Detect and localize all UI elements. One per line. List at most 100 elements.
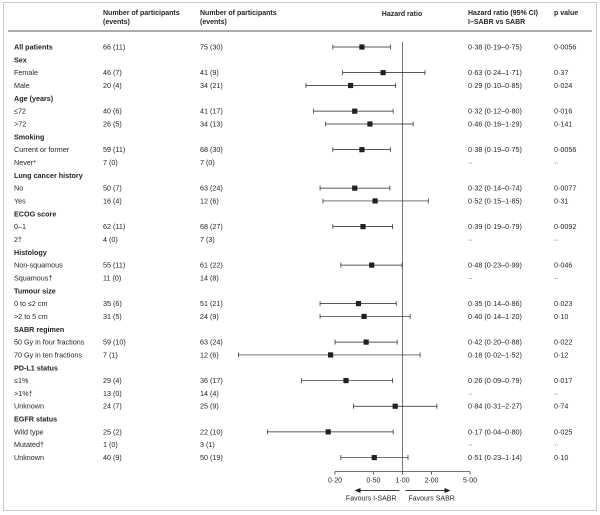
group-row: Smoking bbox=[14, 132, 44, 141]
hr-ci-text: ·· bbox=[468, 158, 473, 167]
hr-ci-text: 0·42 (0·20–0·88) bbox=[468, 338, 522, 347]
i-sabr-count: 25 (2) bbox=[103, 427, 122, 436]
hr-ci-text: 0·17 (0·04–0·80) bbox=[468, 427, 522, 436]
data-row: >72 26 (5) 34 (13) 0·46 (0·16–1·29) 0·141 bbox=[14, 119, 572, 128]
favours-right-label: Favours SABR bbox=[409, 496, 455, 503]
i-sabr-count: 4 (0) bbox=[103, 235, 118, 244]
group-label: Sex bbox=[14, 55, 27, 64]
sabr-count: 34 (13) bbox=[200, 119, 223, 128]
group-row: Histology bbox=[14, 248, 47, 257]
hr-point bbox=[367, 121, 373, 127]
sabr-count: 63 (24) bbox=[200, 184, 223, 193]
data-row: No 50 (7) 63 (24) 0·32 (0·14–0·74) 0·0077 bbox=[14, 184, 576, 193]
hr-ci-text: ·· bbox=[468, 440, 473, 449]
sabr-count: 75 (30) bbox=[200, 43, 223, 52]
x-tick-label: 0·50 bbox=[366, 478, 380, 485]
col-header-p: p value bbox=[554, 10, 578, 17]
row-label: Non-squamous bbox=[14, 261, 63, 270]
row-label: >2 to 5 cm bbox=[14, 312, 48, 321]
sabr-count: 41 (17) bbox=[200, 107, 223, 116]
i-sabr-count: 55 (11) bbox=[103, 261, 125, 270]
col-header-hr-line1: Hazard ratio (95% CI) bbox=[468, 10, 538, 17]
row-label: Unknown bbox=[14, 453, 44, 462]
p-value: 0·022 bbox=[554, 338, 572, 347]
group-row: EGFR status bbox=[14, 415, 57, 424]
sabr-count: 24 (9) bbox=[200, 312, 219, 321]
group-label: Age (years) bbox=[14, 94, 54, 103]
group-row: SABR regimen bbox=[14, 325, 64, 334]
row-label: Yes bbox=[14, 196, 26, 205]
col-header-plot: Hazard ratio bbox=[382, 11, 422, 18]
i-sabr-count: 7 (1) bbox=[103, 350, 118, 359]
hr-ci-text: 0·46 (0·16–1·29) bbox=[468, 119, 522, 128]
row-label: All patients bbox=[14, 43, 53, 52]
favours-left-label: Favours I-SABR bbox=[346, 496, 397, 503]
hr-ci-text: 0·63 (0·24–1·71) bbox=[468, 68, 522, 77]
i-sabr-count: 35 (6) bbox=[103, 299, 122, 308]
hr-point bbox=[352, 108, 358, 114]
sabr-count: 51 (21) bbox=[200, 299, 223, 308]
row-label: 0 to ≤2 cm bbox=[14, 299, 48, 308]
p-value: 0·0092 bbox=[554, 222, 576, 231]
p-value: 0·023 bbox=[554, 299, 572, 308]
group-label: EGFR status bbox=[14, 415, 57, 424]
row-label: 50 Gy in four fractions bbox=[14, 338, 85, 347]
hr-ci-text: 0·35 (0·14–0·86) bbox=[468, 299, 522, 308]
row-label: >1%† bbox=[14, 389, 33, 398]
hr-ci-text: 0·51 (0·23–1·14) bbox=[468, 453, 522, 462]
data-row: Female 46 (7) 41 (9) 0·63 (0·24–1·71) 0·37 bbox=[14, 68, 568, 77]
p-value: 0·141 bbox=[554, 119, 572, 128]
x-axis: 0·20 0·50 1·00 2·00 5·00 Favours I-SABR Favour… bbox=[328, 42, 477, 503]
hr-point bbox=[359, 44, 365, 50]
hr-point bbox=[347, 82, 354, 89]
sabr-count: 25 (9) bbox=[200, 402, 219, 411]
sabr-count: 68 (27) bbox=[200, 222, 223, 231]
row-label: Wild type bbox=[14, 427, 44, 436]
col-header-i-sabr-line1: Number of participants bbox=[103, 10, 180, 17]
row-label: Unknown bbox=[14, 402, 44, 411]
hr-ci-text: ·· bbox=[468, 389, 473, 398]
hr-point bbox=[360, 224, 366, 230]
data-row: All patients 66 (11) 75 (30) 0·38 (0·19–0·7… bbox=[14, 43, 576, 52]
group-label: Histology bbox=[14, 248, 47, 257]
data-row: Unknown 24 (7) 25 (9) 0·84 (0·31–2·27) 0·74 bbox=[14, 402, 568, 411]
i-sabr-count: 62 (11) bbox=[103, 222, 125, 231]
col-header-sabr-line2: (events) bbox=[200, 19, 227, 26]
data-row: Male 20 (4) 34 (21) 0·29 (0·10–0·85) 0·024 bbox=[14, 81, 572, 90]
sabr-count: 14 (4) bbox=[200, 389, 219, 398]
i-sabr-count: 1 (0) bbox=[103, 440, 118, 449]
data-row: Mutated† 1 (0) 3 (1) ·· ·· bbox=[14, 440, 559, 449]
sabr-count: 3 (1) bbox=[200, 440, 215, 449]
i-sabr-count: 11 (0) bbox=[103, 273, 121, 282]
group-row: ECOG score bbox=[14, 209, 56, 218]
sabr-count: 63 (24) bbox=[200, 338, 223, 347]
sabr-count: 50 (19) bbox=[200, 453, 223, 462]
hr-point bbox=[355, 301, 362, 307]
p-value: 0·0056 bbox=[554, 145, 576, 154]
i-sabr-count: 31 (5) bbox=[103, 312, 122, 321]
hr-point bbox=[343, 377, 349, 384]
row-label: 0–1 bbox=[14, 222, 26, 231]
p-value: 0·10 bbox=[554, 312, 568, 321]
sabr-count: 7 (3) bbox=[200, 235, 215, 244]
group-label: SABR regimen bbox=[14, 325, 64, 334]
hr-ci-text: 0·38 (0·19–0·75) bbox=[468, 145, 522, 154]
data-row: 2† 4 (0) 7 (3) ·· ·· bbox=[14, 235, 559, 244]
group-label: ECOG score bbox=[14, 209, 56, 218]
data-row: ≤1% 29 (4) 36 (17) 0·26 (0·09–0·79) 0·017 bbox=[14, 376, 572, 385]
data-row: Wild type 25 (2) 22 (10) 0·17 (0·04–0·80) 0·… bbox=[14, 427, 572, 436]
forest-rows: All patients 66 (11) 75 (30) 0·38 (0·19–0·7… bbox=[14, 43, 576, 463]
group-row: Tumour size bbox=[14, 286, 56, 295]
p-value: ·· bbox=[554, 235, 559, 244]
sabr-count: 12 (6) bbox=[200, 196, 219, 205]
hr-point bbox=[359, 147, 365, 153]
x-tick-label: 1·00 bbox=[395, 478, 409, 485]
data-row: 70 Gy in ten fractions 7 (1) 12 (6) 0·18 (0… bbox=[14, 350, 568, 359]
hr-ci-text: ·· bbox=[468, 273, 473, 282]
group-label: Lung cancer history bbox=[14, 171, 83, 180]
hr-point bbox=[325, 429, 331, 435]
sabr-count: 68 (30) bbox=[200, 145, 223, 154]
hr-ci-text: 0·84 (0·31–2·27) bbox=[468, 402, 522, 411]
sabr-count: 61 (22) bbox=[200, 261, 223, 270]
